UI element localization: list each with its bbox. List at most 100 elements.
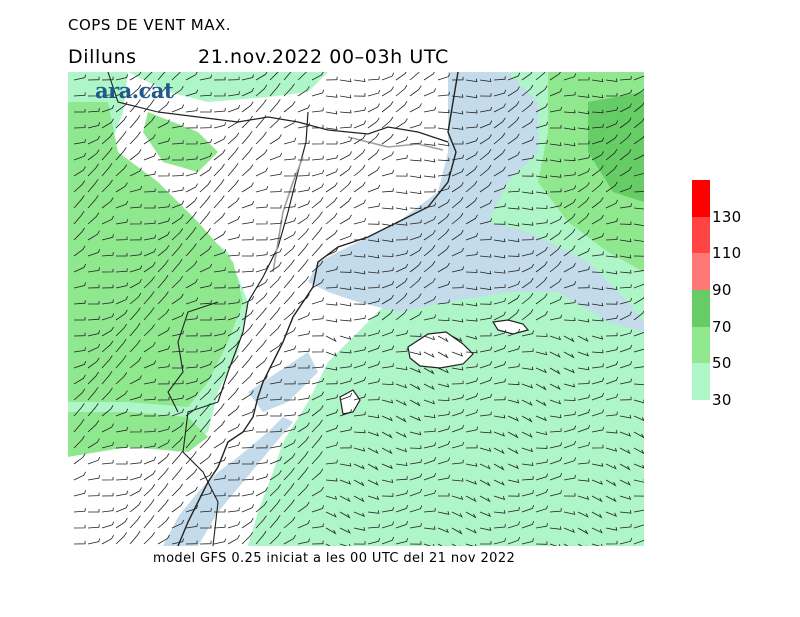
wind-barb: [577, 140, 590, 145]
wind-barb: [311, 348, 324, 353]
wind-barb: [241, 74, 254, 81]
wind-barb: [437, 171, 450, 177]
wind-barb: [88, 509, 100, 513]
wind-barb: [199, 453, 212, 465]
wind-barb: [619, 447, 631, 455]
wind-barb: [633, 191, 644, 193]
wind-barb: [255, 236, 268, 241]
wind-barb: [409, 121, 423, 129]
legend-label: 30: [712, 391, 732, 409]
wind-barb: [73, 166, 86, 177]
wind-barb: [129, 203, 142, 209]
wind-barb: [157, 396, 170, 401]
wind-barb: [73, 139, 86, 145]
wind-barb: [577, 302, 590, 306]
wind-barb: [493, 378, 506, 385]
wind-barb: [339, 444, 352, 449]
wind-barb: [563, 262, 576, 273]
wind-barb: [591, 137, 605, 145]
wind-barb: [185, 332, 198, 337]
wind-barb: [549, 543, 561, 546]
wind-barb: [493, 270, 506, 274]
wind-barb: [465, 78, 478, 83]
wind-barb: [605, 376, 619, 385]
wind-barb: [591, 269, 604, 273]
wind-barb: [423, 507, 436, 513]
wind-barb: [311, 243, 323, 257]
wind-barb: [479, 148, 492, 161]
wind-barb: [605, 301, 618, 305]
wind-barb: [563, 367, 575, 374]
wind-barb: [577, 495, 590, 500]
wind-barb: [101, 459, 114, 465]
wind-barb: [242, 253, 254, 257]
wind-barb: [507, 222, 520, 227]
wind-barb: [395, 84, 408, 97]
wind-barb: [605, 236, 618, 241]
wind-barb: [185, 486, 198, 497]
wind-barb: [633, 102, 644, 113]
wind-barb: [465, 214, 478, 225]
wind-barb: [143, 442, 156, 449]
wind-barb: [143, 220, 156, 225]
wind-barb: [367, 361, 381, 369]
wind-barb: [409, 383, 421, 391]
wind-barb: [633, 88, 644, 97]
wind-barb: [101, 521, 115, 529]
wind-barb: [563, 474, 576, 481]
wind-barb: [101, 252, 114, 257]
wind-barb: [297, 380, 310, 385]
wind-barb: [465, 123, 478, 129]
wind-barb: [325, 212, 338, 225]
wind-barb: [199, 332, 212, 337]
wind-barb: [129, 375, 142, 385]
wind-barb: [311, 260, 324, 273]
wind-barb: [381, 116, 394, 129]
wind-barb: [157, 499, 169, 513]
wind-barb: [577, 154, 590, 161]
wind-barb: [87, 357, 100, 369]
wind-barb: [297, 104, 311, 113]
wind-barb: [74, 317, 86, 321]
wind-barb: [241, 338, 253, 353]
wind-barb: [619, 479, 631, 486]
wind-barb: [339, 151, 352, 161]
map-subtitle: Dilluns 21.nov.2022 00–03h UTC: [68, 46, 448, 68]
wind-barb: [437, 317, 450, 322]
wind-barb: [493, 117, 506, 129]
wind-barb: [479, 270, 492, 275]
wind-barb: [423, 174, 436, 178]
wind-barb: [619, 103, 632, 113]
wind-barb: [549, 335, 562, 341]
wind-barb: [395, 538, 408, 545]
wind-barb: [115, 372, 128, 385]
wind-barb: [185, 169, 199, 177]
wind-barb: [214, 509, 226, 513]
wind-barb: [157, 188, 170, 193]
wind-barb: [437, 527, 449, 533]
wind-barb: [381, 267, 394, 273]
wind-barb: [507, 479, 520, 483]
wind-barb: [339, 302, 352, 307]
wind-barb: [507, 415, 519, 422]
wind-barb: [423, 229, 436, 241]
wind-barb: [381, 507, 394, 513]
wind-barb: [367, 414, 380, 419]
wind-barb: [381, 521, 395, 529]
wind-barb: [73, 540, 86, 545]
wind-barb: [101, 162, 113, 177]
wind-barb: [423, 442, 436, 449]
wind-barb: [199, 139, 212, 145]
wind-barb: [353, 346, 366, 353]
wind-barb: [619, 89, 633, 97]
wind-barb: [507, 116, 520, 129]
wind-barb: [227, 91, 240, 97]
wind-barb: [507, 399, 520, 404]
wind-barb: [535, 399, 547, 407]
wind-barb: [535, 261, 548, 273]
wind-barb: [367, 76, 380, 81]
wind-barb: [227, 370, 239, 385]
wind-barb: [451, 168, 465, 177]
wind-barb: [185, 89, 199, 97]
wind-barb: [297, 72, 307, 81]
